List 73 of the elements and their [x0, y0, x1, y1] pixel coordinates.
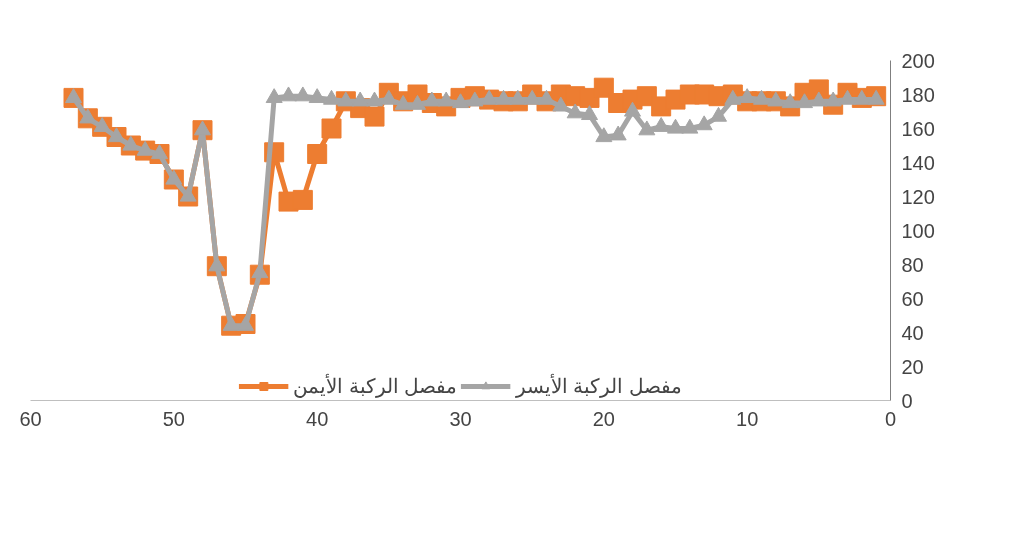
point: [667, 118, 684, 134]
point: [538, 89, 555, 105]
point: [810, 91, 828, 107]
point: [624, 101, 641, 117]
point: [466, 91, 484, 107]
point: [222, 315, 240, 331]
point: [796, 93, 813, 109]
point: [323, 89, 340, 105]
point: [566, 103, 584, 119]
point: [523, 89, 541, 105]
point: [738, 88, 756, 104]
y-tick-label: 0: [901, 389, 913, 412]
legend-label: مفصل الركبة الأيسر: [515, 374, 682, 398]
x-tick-label: 30: [449, 407, 472, 430]
y-tick-label: 180: [901, 83, 935, 106]
point: [122, 135, 140, 151]
y-tick-label: 80: [901, 253, 924, 276]
point: [609, 125, 627, 141]
legend-label: مفصل الركبة الأيمن: [293, 374, 458, 398]
point: [638, 120, 656, 136]
x-tick-label: 60: [19, 407, 42, 430]
point: [781, 93, 799, 109]
point: [307, 144, 328, 164]
point: [351, 91, 369, 107]
point: [93, 117, 111, 132]
point: [337, 91, 355, 107]
x-tick-label: 0: [884, 407, 897, 430]
point: [452, 93, 469, 109]
point: [366, 91, 383, 107]
point: [321, 118, 342, 139]
point: [824, 91, 842, 107]
y-tick-label: 200: [901, 49, 935, 72]
point: [136, 140, 154, 156]
point: [79, 108, 97, 124]
x-tick-label: 10: [736, 407, 759, 430]
x-tick-label: 50: [162, 407, 185, 430]
point: [364, 106, 385, 127]
point: [839, 89, 856, 105]
point: [292, 189, 313, 210]
point: [208, 256, 226, 272]
point: [437, 91, 455, 107]
point: [280, 86, 297, 102]
point: [581, 105, 598, 121]
point: [753, 89, 770, 105]
y-tick-label: 100: [901, 219, 935, 242]
point: [710, 106, 727, 122]
y-tick-label: 60: [901, 287, 924, 310]
point: [179, 186, 197, 202]
point: [165, 169, 183, 185]
point: [593, 77, 614, 98]
point: [767, 91, 785, 107]
point: [509, 89, 527, 105]
point: [409, 94, 426, 110]
point: [652, 117, 670, 132]
x-tick-label: 20: [592, 407, 615, 430]
point: [308, 88, 326, 104]
point: [265, 88, 283, 104]
point: [294, 86, 312, 102]
x-tick-label: 40: [306, 407, 329, 430]
point: [724, 89, 742, 105]
point: [380, 89, 398, 105]
point: [423, 91, 441, 107]
y-tick-label: 160: [901, 117, 935, 140]
y-tick-label: 20: [901, 355, 924, 378]
point: [681, 118, 699, 134]
point: [695, 115, 713, 131]
point: [495, 89, 512, 105]
y-tick-label: 40: [901, 321, 924, 344]
y-tick-label: 140: [901, 151, 935, 174]
point: [194, 120, 211, 136]
point: [595, 127, 613, 143]
point: [480, 89, 498, 105]
y-tick-label: 120: [901, 185, 935, 208]
